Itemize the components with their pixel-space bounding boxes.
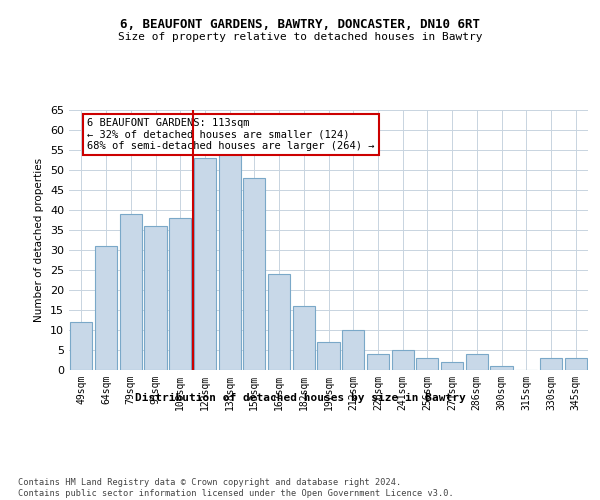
Bar (268, 274, 290, 370)
Bar (367, 354, 389, 370)
Bar (342, 330, 364, 370)
Text: Contains HM Land Registry data © Crown copyright and database right 2024.
Contai: Contains HM Land Registry data © Crown c… (18, 478, 454, 498)
Y-axis label: Number of detached properties: Number of detached properties (34, 158, 44, 322)
Bar (466, 354, 488, 370)
Bar (441, 362, 463, 370)
Bar (293, 306, 315, 370)
Bar (392, 350, 414, 370)
Bar (490, 366, 512, 370)
Bar (565, 358, 587, 370)
Text: 6, BEAUFONT GARDENS, BAWTRY, DONCASTER, DN10 6RT: 6, BEAUFONT GARDENS, BAWTRY, DONCASTER, … (120, 18, 480, 30)
Bar (416, 358, 439, 370)
Bar (169, 218, 191, 370)
Bar (95, 246, 117, 370)
Bar (243, 178, 265, 370)
Bar (218, 154, 241, 370)
Text: 6 BEAUFONT GARDENS: 113sqm
← 32% of detached houses are smaller (124)
68% of sem: 6 BEAUFONT GARDENS: 113sqm ← 32% of deta… (87, 118, 374, 151)
Bar (145, 226, 167, 370)
Bar (540, 358, 562, 370)
Bar (317, 342, 340, 370)
Bar (70, 322, 92, 370)
Text: Size of property relative to detached houses in Bawtry: Size of property relative to detached ho… (118, 32, 482, 42)
Text: Distribution of detached houses by size in Bawtry: Distribution of detached houses by size … (134, 392, 466, 402)
Bar (119, 214, 142, 370)
Bar (194, 158, 216, 370)
